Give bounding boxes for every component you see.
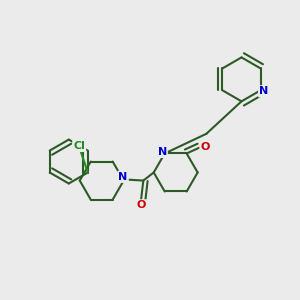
Text: Cl: Cl xyxy=(73,141,85,151)
Text: N: N xyxy=(118,172,128,182)
Text: O: O xyxy=(137,200,146,210)
Text: N: N xyxy=(158,147,167,157)
Text: O: O xyxy=(200,142,210,152)
Text: N: N xyxy=(259,86,268,96)
